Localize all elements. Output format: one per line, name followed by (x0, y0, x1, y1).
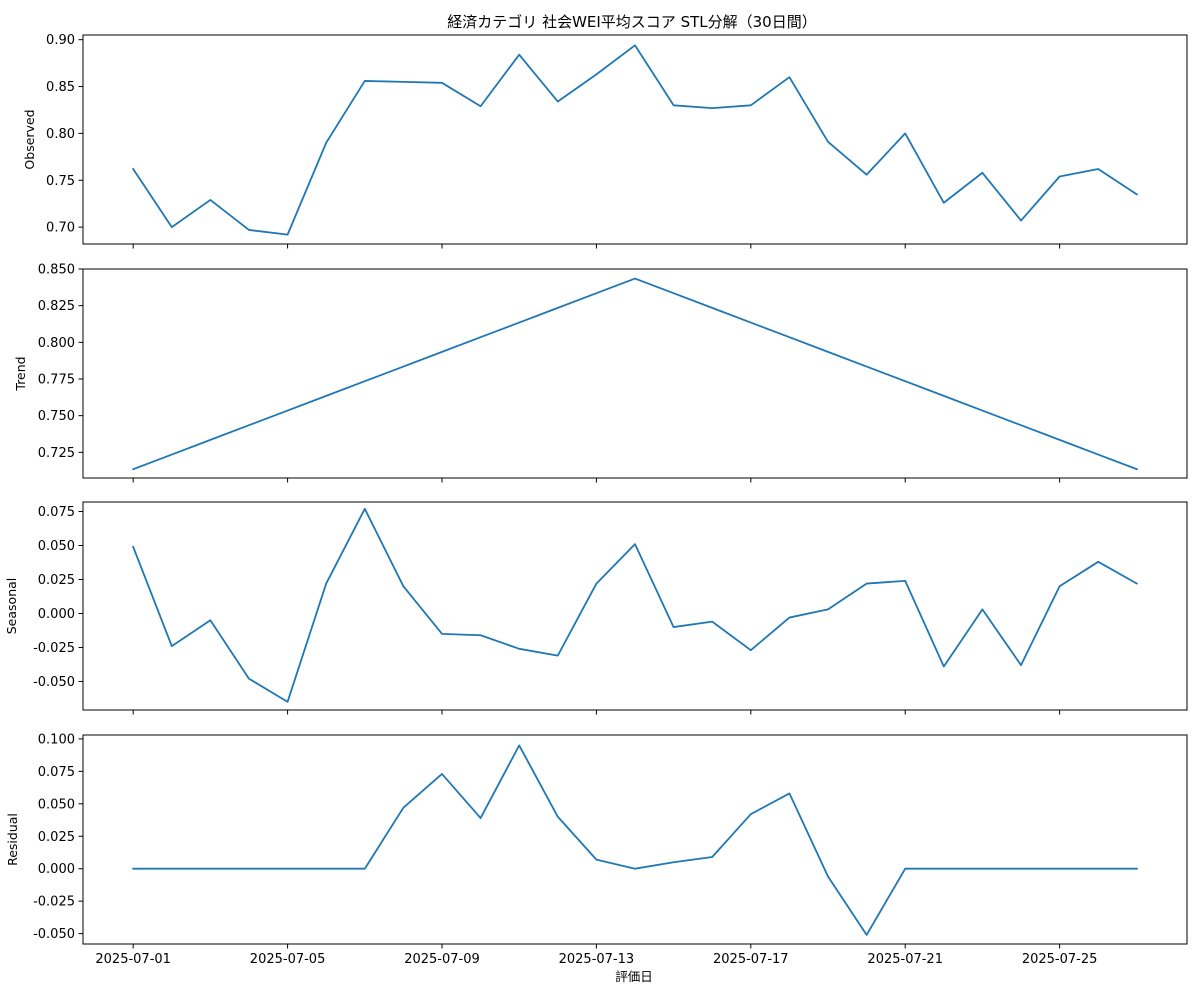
x-tick-label: 2025-07-01 (95, 952, 171, 967)
plot-frame (82, 501, 1188, 711)
x-tick-label: 2025-07-13 (559, 952, 635, 967)
y-tick-label: 0.75 (46, 174, 75, 189)
series-line-seasonal (132, 507, 1139, 703)
y-tick-label: 0.750 (38, 409, 75, 424)
y-tick-label: -0.050 (33, 675, 75, 690)
y-tick-label: 0.800 (38, 336, 75, 351)
panel-trend: 0.725 0.750 0.775 0.800 0.825 0.850 Trend (13, 263, 1188, 483)
y-tick-label: 0.85 (46, 80, 75, 95)
y-tick-label: 0.050 (38, 797, 75, 812)
panel-seasonal: -0.050 -0.025 0.000 0.025 0.050 0.075 Seasonal (4, 501, 1188, 715)
y-tick-label: 0.075 (38, 765, 75, 780)
x-tick-label: 2025-07-09 (404, 952, 480, 967)
y-tick-label: 0.775 (38, 373, 75, 388)
y-axis-label-observed: Observed (22, 109, 37, 169)
y-tick-label: 0.825 (38, 299, 75, 314)
x-tick-label: 2025-07-21 (867, 952, 943, 967)
y-tick-label: 0.000 (38, 862, 75, 877)
y-tick-label: 0.850 (38, 263, 75, 278)
series-line-residual (132, 744, 1138, 936)
y-axis-label-trend: Trend (13, 356, 28, 391)
y-tick-label: 0.100 (38, 732, 75, 747)
panel-observed: 0.70 0.75 0.80 0.85 0.90 Observed (22, 33, 1188, 249)
x-tick-label: 2025-07-05 (250, 952, 326, 967)
y-tick-label: 0.80 (46, 127, 75, 142)
plot-frame (82, 268, 1188, 479)
series-line-observed (131, 44, 1139, 236)
panel-residual: -0.050 -0.025 0.000 0.025 0.050 0.075 0.100 202… (5, 732, 1188, 967)
y-tick-label: -0.050 (33, 927, 75, 942)
y-tick-label: 0.725 (38, 446, 75, 461)
y-axis-label-seasonal: Seasonal (4, 578, 19, 635)
y-tick-label: 0.025 (38, 573, 75, 588)
plot-frame (82, 34, 1188, 245)
y-tick-label: -0.025 (33, 641, 75, 656)
x-tick-label: 2025-07-17 (713, 952, 789, 967)
series-line-trend (132, 277, 1138, 471)
y-tick-label: 0.025 (38, 830, 75, 845)
y-tick-label: 0.000 (38, 607, 75, 622)
y-tick-label: 0.075 (38, 505, 75, 520)
y-tick-label: 0.050 (38, 539, 75, 554)
y-tick-label: 0.90 (46, 33, 75, 48)
y-tick-label: 0.70 (46, 221, 75, 236)
x-axis-label: 評価日 (615, 969, 653, 984)
chart-title: 経済カテゴリ 社会WEI平均スコア STL分解（30日間） (447, 13, 816, 31)
x-tick-label: 2025-07-25 (1022, 952, 1098, 967)
y-axis-label-residual: Residual (5, 813, 20, 866)
y-tick-label: -0.025 (33, 895, 75, 910)
plot-frame (82, 734, 1188, 945)
